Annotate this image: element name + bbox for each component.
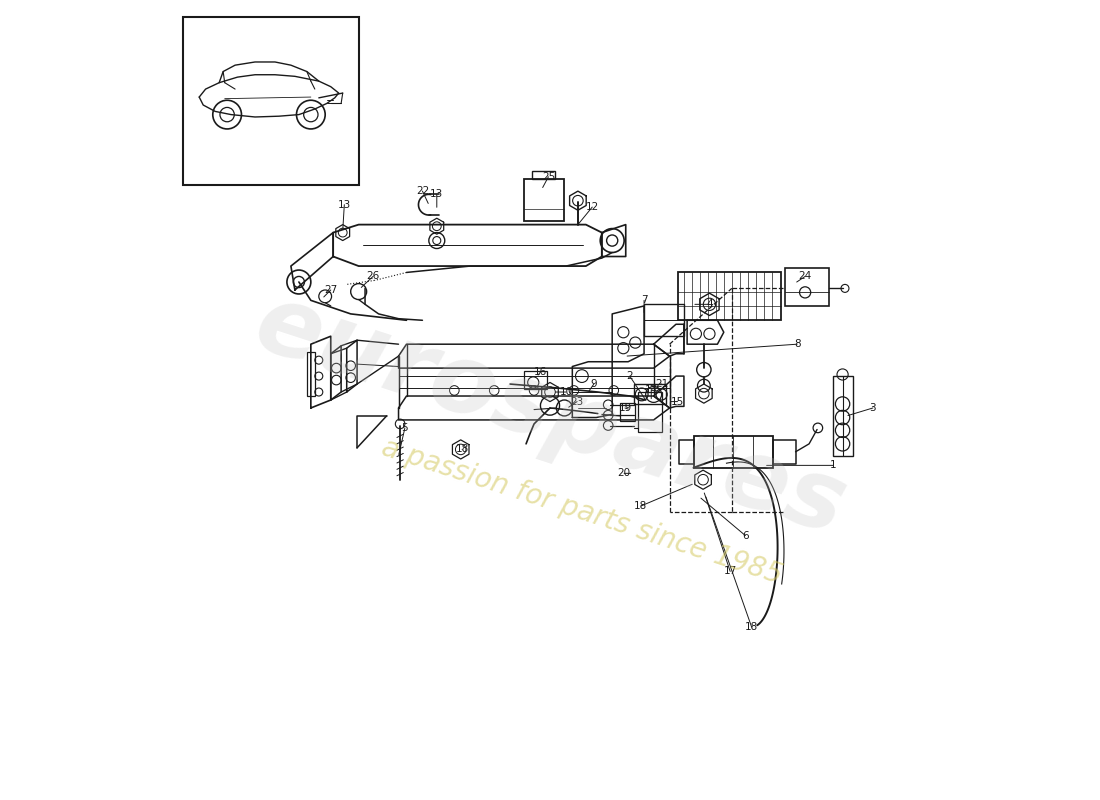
Bar	[638, 392, 661, 432]
Text: 13: 13	[430, 190, 443, 199]
Text: 21: 21	[654, 379, 668, 389]
Text: 10: 10	[560, 387, 572, 397]
Text: 18: 18	[635, 501, 648, 511]
Bar	[525, 371, 547, 389]
Text: 5: 5	[402, 423, 408, 433]
Text: 16: 16	[534, 367, 547, 377]
Bar	[532, 171, 554, 179]
Bar	[645, 304, 684, 336]
Bar	[785, 268, 829, 306]
Text: 25: 25	[542, 172, 556, 182]
Text: 12: 12	[585, 202, 598, 212]
Text: 24: 24	[799, 271, 812, 282]
Text: 14: 14	[645, 385, 658, 394]
Bar	[634, 384, 665, 404]
Text: 23: 23	[571, 397, 584, 406]
Text: 1: 1	[829, 460, 836, 470]
Text: 8: 8	[794, 339, 801, 349]
Bar	[525, 179, 564, 221]
Bar	[184, 18, 359, 185]
Text: 15: 15	[671, 397, 684, 406]
Text: 9: 9	[591, 379, 597, 389]
Text: 27: 27	[324, 285, 338, 295]
Text: 7: 7	[641, 295, 648, 306]
Text: 4: 4	[706, 299, 713, 310]
Text: 2: 2	[626, 371, 632, 381]
Text: 13: 13	[338, 200, 351, 210]
Text: 19: 19	[618, 403, 631, 413]
Text: 20: 20	[617, 468, 630, 478]
Text: 3: 3	[870, 403, 877, 413]
Bar	[620, 403, 635, 421]
Text: 22: 22	[416, 186, 429, 196]
Bar	[833, 376, 853, 456]
Bar	[678, 273, 781, 320]
Text: 18: 18	[455, 445, 469, 454]
Bar	[693, 436, 773, 468]
Text: eurospares: eurospares	[243, 277, 857, 555]
Bar	[307, 352, 315, 396]
Text: a passion for parts since 1985: a passion for parts since 1985	[378, 434, 785, 590]
Text: 6: 6	[742, 530, 749, 541]
Text: 18: 18	[745, 622, 758, 632]
Text: 17: 17	[724, 566, 737, 577]
Text: 26: 26	[366, 271, 379, 282]
